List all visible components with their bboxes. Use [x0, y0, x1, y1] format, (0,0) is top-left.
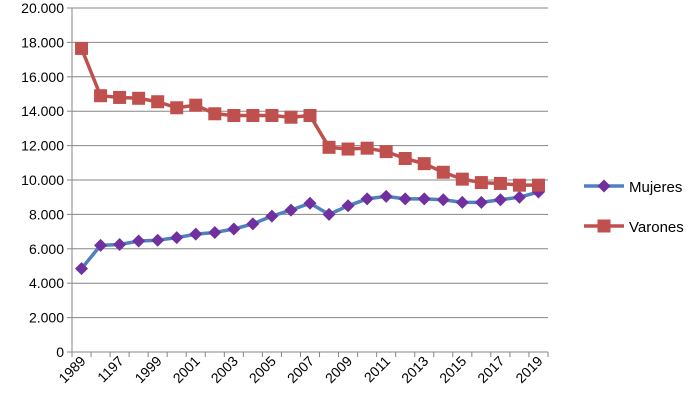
data-point	[132, 234, 146, 248]
data-point	[398, 192, 412, 206]
y-tick-label: 0	[56, 344, 64, 360]
data-point	[417, 192, 431, 206]
x-axis: 1989 1197 1999 2001 2003 2005 2007 2009 2011 2013…	[55, 351, 549, 386]
legend-item-varones: Varones	[584, 219, 684, 236]
x-tick-label: 2017	[474, 353, 507, 386]
y-tick-label: 4.000	[29, 275, 64, 291]
x-tick-label: 2013	[398, 353, 431, 386]
legend: Mujeres Varones	[584, 179, 684, 236]
y-tick-label: 2.000	[29, 310, 64, 326]
x-tick-label: 2003	[208, 353, 241, 386]
legend-item-mujeres: Mujeres	[584, 179, 682, 196]
data-point	[360, 141, 374, 155]
data-point	[132, 91, 146, 105]
legend-label: Varones	[629, 219, 684, 236]
data-point	[455, 172, 469, 186]
x-tick-label: 2011	[361, 353, 394, 386]
data-point	[474, 195, 488, 209]
legend-label: Mujeres	[629, 179, 682, 196]
x-tick-label: 2015	[436, 353, 469, 386]
data-point	[474, 176, 488, 190]
data-point	[227, 109, 241, 122]
data-point	[341, 142, 355, 156]
data-point	[189, 227, 203, 241]
y-tick-label: 20.000	[21, 0, 64, 16]
data-point	[341, 199, 355, 213]
data-point	[170, 101, 184, 115]
y-tick-label: 8.000	[29, 206, 64, 222]
data-point	[493, 176, 507, 190]
series-varones	[75, 41, 545, 192]
data-point	[322, 207, 336, 221]
data-point	[151, 233, 165, 247]
data-point	[322, 140, 336, 154]
data-point	[151, 95, 165, 109]
y-tick-label: 16.000	[21, 69, 64, 85]
data-point	[94, 89, 108, 103]
series-mujeres	[75, 185, 545, 276]
data-point	[379, 189, 393, 203]
y-tick-label: 6.000	[29, 241, 64, 257]
data-point	[113, 90, 127, 104]
legend-marker	[597, 219, 611, 233]
x-tick-label: 2005	[246, 353, 279, 386]
x-tick-label: 1999	[131, 353, 164, 386]
data-point	[436, 193, 450, 207]
x-tick-label: 1197	[94, 353, 127, 386]
data-point	[94, 238, 108, 252]
y-axis: 0 2.000 4.000 6.000 8.000 10.000 12.000 14.000 1…	[21, 0, 73, 360]
data-point	[303, 109, 317, 122]
data-point	[227, 222, 241, 236]
data-point	[531, 178, 545, 192]
data-point	[512, 178, 526, 192]
data-point	[303, 196, 317, 210]
y-tick-label: 10.000	[21, 172, 64, 188]
x-tick-label: 2019	[512, 353, 545, 386]
data-point	[246, 217, 260, 231]
y-tick-label: 14.000	[21, 103, 64, 119]
data-point	[360, 192, 374, 206]
data-point	[284, 110, 298, 124]
x-tick-label: 2001	[170, 353, 203, 386]
x-tick-label: 2007	[284, 353, 317, 386]
data-point	[417, 157, 431, 171]
data-point	[246, 109, 260, 122]
data-point	[265, 109, 279, 122]
data-point	[113, 238, 127, 251]
data-point	[398, 152, 412, 165]
data-point	[189, 98, 203, 112]
data-point	[455, 195, 469, 209]
series-layer	[75, 41, 545, 276]
data-point	[284, 203, 298, 217]
data-point	[75, 262, 89, 276]
data-point	[170, 231, 184, 245]
gridlines	[72, 7, 548, 353]
data-point	[265, 209, 279, 223]
data-point	[493, 193, 507, 207]
legend-marker	[597, 179, 611, 193]
data-point	[208, 107, 222, 121]
data-point	[75, 41, 89, 55]
data-point	[379, 145, 393, 159]
data-point	[208, 225, 222, 239]
x-tick-label: 2009	[322, 353, 355, 386]
y-tick-label: 18.000	[21, 34, 64, 50]
y-tick-label: 12.000	[21, 138, 64, 154]
data-point	[436, 165, 450, 179]
data-point	[512, 190, 526, 204]
